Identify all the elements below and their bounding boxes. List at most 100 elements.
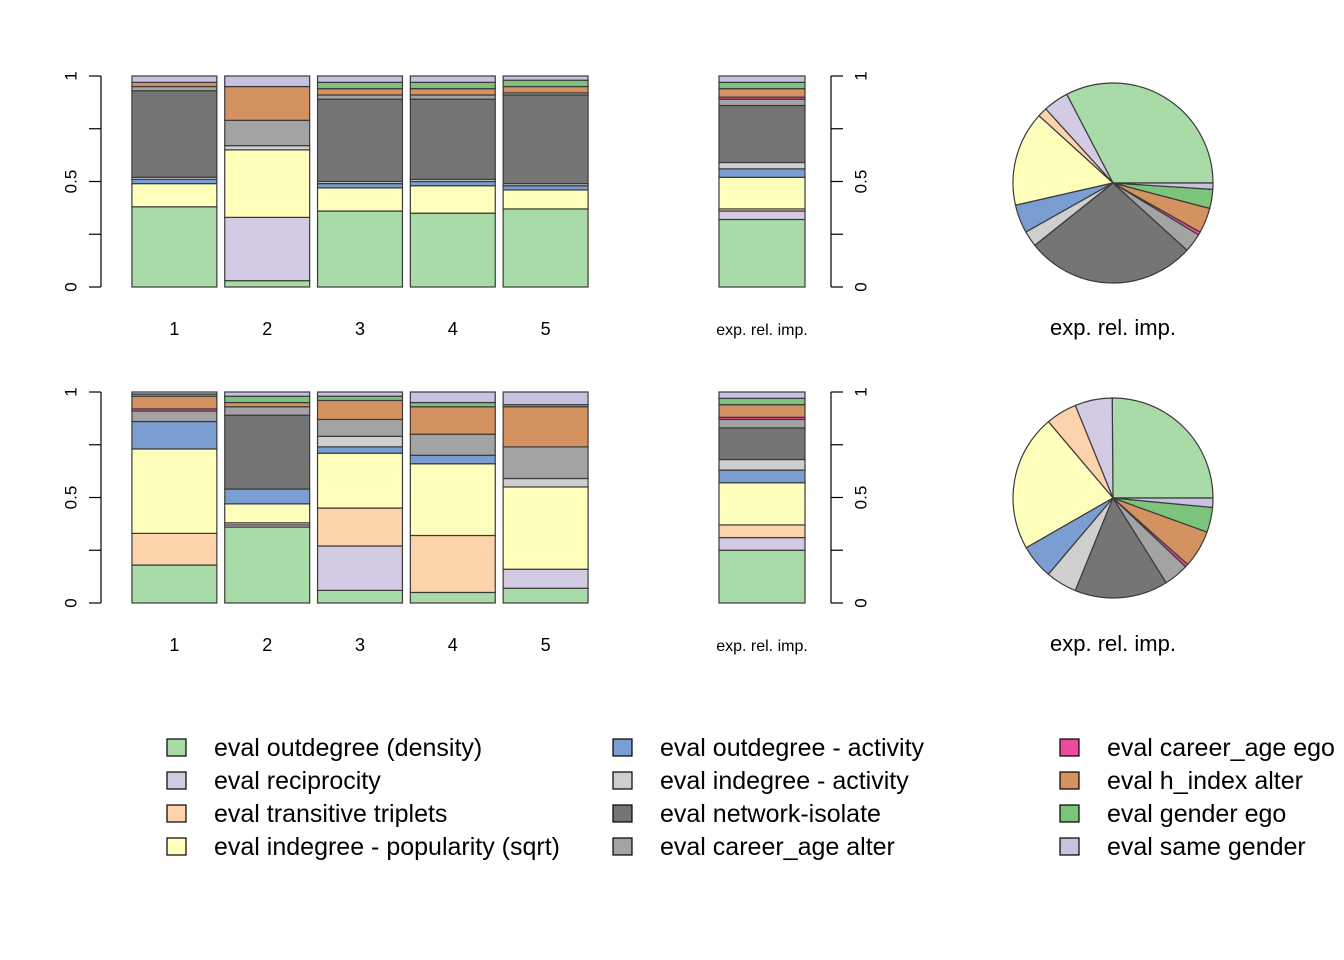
y-tick-label: 0.5 <box>852 170 871 194</box>
legend-label: eval career_age ego <box>1107 734 1335 762</box>
bar-segment <box>502 477 589 488</box>
y-tick-label: 1 <box>852 71 871 80</box>
bar-segment <box>718 161 806 170</box>
legend-swatch <box>612 738 633 757</box>
legend-label: eval indegree - popularity (sqrt) <box>214 833 560 861</box>
x-tick-label: 2 <box>262 319 272 339</box>
y-tick-label: 0 <box>852 598 871 607</box>
x-tick-label: 2 <box>262 635 272 655</box>
bar-segment <box>316 435 404 448</box>
y-tick-label: 0.5 <box>62 170 81 194</box>
bar-segment <box>409 94 496 100</box>
bar-segment <box>224 406 311 416</box>
legend-label: eval same gender <box>1107 833 1306 861</box>
bar-segment <box>131 75 218 83</box>
bar-segment <box>131 532 218 566</box>
x-tick-label: exp. rel. imp. <box>716 322 808 339</box>
bar-segment <box>131 420 218 450</box>
bar-segment <box>224 503 311 524</box>
x-tick-label: 3 <box>355 635 365 655</box>
bar-segment <box>502 185 589 191</box>
bar-segment <box>316 98 404 183</box>
y-tick-label: 0 <box>62 282 81 291</box>
x-tick-label: 4 <box>448 319 458 339</box>
bar-segment <box>131 85 218 92</box>
bar-segment <box>131 410 218 423</box>
bar-segment <box>131 395 218 410</box>
bar-segment <box>316 183 404 189</box>
legend-label: eval reciprocity <box>214 767 381 795</box>
bar-segment <box>316 75 404 83</box>
bar-segment <box>718 418 806 429</box>
pie-slice <box>1033 182 1188 284</box>
pie-slice <box>1074 496 1167 599</box>
bar-segment <box>131 90 218 178</box>
bar-segment <box>502 568 589 589</box>
bar-segment <box>316 446 404 454</box>
bar-segment <box>718 536 806 551</box>
bar-segment <box>316 94 404 100</box>
legend-label: eval transitive triplets <box>214 800 447 828</box>
legend-label: eval h_index alter <box>1107 767 1303 795</box>
bar-segment <box>718 75 806 83</box>
bar-segment <box>224 119 311 147</box>
legend-swatch <box>612 804 633 823</box>
bar-segment <box>131 183 218 208</box>
bar-segment <box>316 391 404 397</box>
legend-label: eval career_age alter <box>660 833 895 861</box>
bar-segment <box>316 545 404 591</box>
legend-label: eval gender ego <box>1107 800 1286 828</box>
bar-segment <box>316 88 404 96</box>
legend-swatch <box>1059 771 1080 790</box>
bar-segment <box>502 391 589 406</box>
bar-segment <box>502 189 589 210</box>
bar-segment <box>718 391 806 399</box>
bar-segment <box>224 414 311 490</box>
bar-segment <box>718 168 806 178</box>
bar-segment <box>409 401 496 408</box>
legend-label: eval network-isolate <box>660 800 881 828</box>
bar-segment <box>409 591 496 604</box>
bar-segment <box>131 564 218 604</box>
bar-segment <box>502 208 589 288</box>
bar-segment <box>224 280 311 288</box>
bar-segment <box>316 399 404 421</box>
bar-segment <box>131 206 218 288</box>
bar-segment <box>718 218 806 288</box>
bar-segment <box>409 391 496 404</box>
x-tick-label: 3 <box>355 319 365 339</box>
bar-segment <box>718 427 806 461</box>
legend-swatch <box>166 837 187 856</box>
bar-segment <box>502 587 589 604</box>
bar-segment <box>316 187 404 212</box>
pie-slice <box>1012 420 1114 549</box>
y-tick-label: 1 <box>62 71 81 80</box>
bar-segment <box>224 75 311 88</box>
bar-segment <box>718 469 806 484</box>
y-tick-label: 0 <box>62 598 81 607</box>
bar-segment <box>409 81 496 90</box>
pie-slice <box>1065 82 1214 184</box>
x-tick-label: 5 <box>541 319 551 339</box>
bar-segment <box>718 458 806 471</box>
bar-segment <box>409 88 496 96</box>
bar-segment <box>131 178 218 185</box>
bar-segment <box>316 418 404 437</box>
y-tick-label: 0 <box>852 282 871 291</box>
bar-segment <box>316 81 404 90</box>
bar-segment <box>316 507 404 547</box>
bar-segment <box>409 454 496 465</box>
bar-segment <box>718 104 806 164</box>
y-tick-label: 0.5 <box>62 486 81 510</box>
bar-segment <box>409 98 496 180</box>
bar-segment <box>409 406 496 435</box>
x-tick-label: 1 <box>169 635 179 655</box>
legend-label: eval indegree - activity <box>660 767 909 795</box>
bar-segment <box>718 81 806 90</box>
bar-segment <box>224 526 311 604</box>
bar-segment <box>718 98 806 107</box>
bar-segment <box>131 448 218 534</box>
bar-segment <box>409 185 496 214</box>
legend-swatch <box>166 738 187 757</box>
legend-label: eval outdegree (density) <box>214 734 482 762</box>
